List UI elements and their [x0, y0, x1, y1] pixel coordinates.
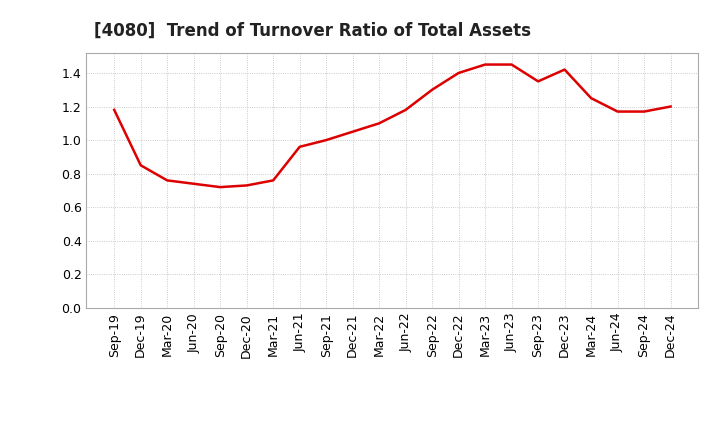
Text: [4080]  Trend of Turnover Ratio of Total Assets: [4080] Trend of Turnover Ratio of Total …: [94, 22, 531, 40]
